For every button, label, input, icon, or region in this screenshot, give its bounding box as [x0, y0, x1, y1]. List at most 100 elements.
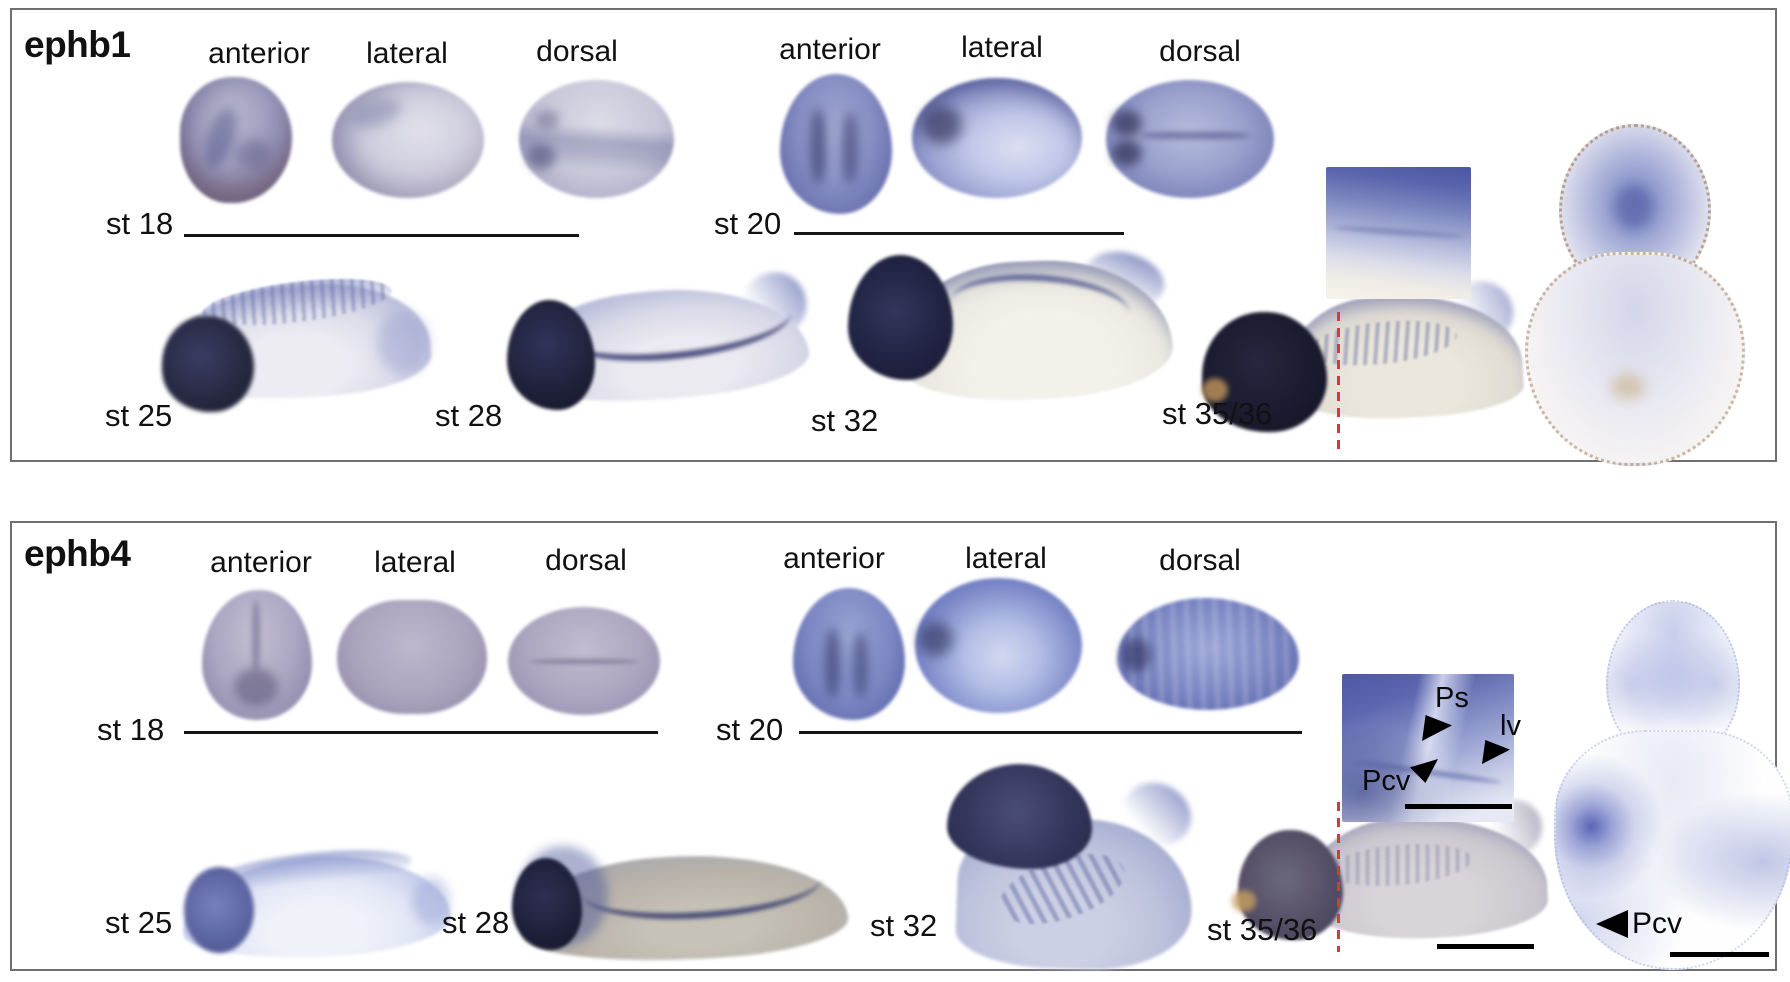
midline-groove: [1140, 132, 1250, 139]
stage-divider-line: [799, 731, 1302, 734]
blob: [337, 600, 487, 714]
panel-ephb1: ephb1 anterior lateral dorsal anterior l…: [10, 8, 1777, 466]
tail-stain: [412, 877, 450, 925]
section-photo-ephb4: [1554, 600, 1790, 970]
stain-spot: [922, 106, 962, 144]
view-header-lateral-st20: lateral: [961, 31, 1043, 64]
stain-streak: [236, 139, 270, 169]
head-stain: [162, 316, 254, 412]
section-body: [1554, 730, 1790, 970]
embryo-photo-ephb1-st28: [507, 260, 819, 424]
stage-label-st32: st 32: [870, 908, 938, 943]
embryo-photo-ephb4-st20-lateral: [915, 578, 1082, 713]
embryo-photo-ephb4-st20-dorsal: [1117, 598, 1299, 710]
stain-spot: [1112, 110, 1142, 136]
stage-label-st32: st 32: [811, 403, 879, 438]
section-annotation-pcv: Pcv: [1596, 907, 1682, 941]
stain-spot: [1121, 638, 1151, 672]
stain-spot: [535, 110, 559, 130]
embryo-photo-ephb4-st28: [512, 840, 851, 982]
stain-spot: [234, 668, 278, 706]
blob: [180, 77, 292, 203]
embryo-photo-ephb4-st18-anterior: [202, 590, 312, 720]
embryo-photo-ephb1-st20-dorsal: [1106, 80, 1274, 198]
view-header-dorsal-st20: dorsal: [1159, 544, 1241, 577]
stage-label-st20: st 20: [714, 206, 782, 241]
midline-crease: [530, 659, 638, 664]
stain-spot: [527, 144, 555, 170]
embryo-photo-ephb1-st25: [158, 270, 434, 419]
embryo-photo-ephb4-st25: [179, 842, 453, 969]
inset-label-pcv: Pcv: [1362, 765, 1411, 797]
stain-spot: [1112, 140, 1142, 166]
stage-label-st18: st 18: [106, 206, 174, 241]
inset-magnified-photo: [1326, 167, 1471, 299]
section-annotation-label: Pcv: [1632, 907, 1683, 940]
stage-label-st20: st 20: [716, 712, 784, 747]
section-head: [1606, 600, 1740, 754]
embryo-photo-ephb1-st20-lateral: [912, 78, 1082, 198]
tail-stain: [377, 312, 429, 374]
blob: [793, 588, 905, 720]
neural-fold-stain: [810, 108, 826, 184]
head: [1238, 830, 1343, 940]
embryo-photo-ephb1-st18-lateral: [332, 82, 484, 198]
head-stain: [947, 764, 1092, 869]
section-photo-ephb1: [1519, 124, 1745, 466]
stain-spot: [919, 622, 953, 656]
embryo-photo-ephb1-st35-36: [1202, 269, 1526, 438]
neural-fold-stain: [825, 628, 840, 698]
head-stain: [184, 867, 254, 953]
panel-ephb4: ephb4 anterior lateral dorsal anterior l…: [10, 521, 1790, 974]
neural-tube-stain: [1614, 184, 1654, 230]
blob: [332, 82, 484, 198]
view-header-lateral-st20: lateral: [965, 542, 1047, 575]
section-plane-dashed-line: [1337, 802, 1340, 952]
neural-cleft: [252, 600, 260, 672]
gene-label-ephb1: ephb1: [24, 24, 131, 65]
stage-label-st35-36: st 35/36: [1207, 912, 1318, 947]
gut-pigment: [1611, 374, 1645, 400]
embryo-photo-ephb4-st18-dorsal: [508, 607, 660, 715]
view-header-dorsal-st20: dorsal: [1159, 35, 1241, 68]
section-body: [1525, 252, 1745, 466]
embryo-photo-ephb4-st32: [937, 764, 1202, 974]
embryo-photo-ephb4-st20-anterior: [793, 588, 905, 720]
scale-bar-embryo: [1437, 944, 1534, 949]
stage-divider-line: [184, 234, 579, 237]
arrowhead-left-icon: [1596, 910, 1628, 938]
blob: [519, 80, 674, 198]
view-header-dorsal-st18: dorsal: [536, 35, 618, 68]
inset-label-ps: Ps: [1435, 682, 1469, 714]
vessel-line: [1333, 224, 1465, 240]
neural-fold-stain: [853, 632, 868, 698]
view-header-anterior-st20: anterior: [779, 33, 881, 66]
view-header-dorsal-st18: dorsal: [545, 544, 627, 577]
scale-bar-section: [1670, 952, 1769, 957]
view-header-lateral-st18: lateral: [366, 37, 448, 70]
neural-fold-stain: [842, 112, 858, 184]
stage-label-st28: st 28: [442, 905, 510, 940]
embryo-photo-ephb1-st20-anterior: [780, 74, 892, 214]
gene-label-ephb4: ephb4: [24, 533, 131, 574]
blob: [1106, 80, 1274, 198]
scale-bar-inset: [1405, 804, 1512, 809]
view-header-anterior-st20: anterior: [783, 542, 885, 575]
cement-gland: [1202, 378, 1228, 402]
inset-label-lv: lv: [1500, 710, 1521, 742]
embryo-photo-ephb4-st35-36: [1232, 789, 1553, 962]
stage-label-st25: st 25: [105, 905, 173, 940]
embryo-photo-ephb1-st18-dorsal: [519, 80, 674, 198]
head-stain: [512, 858, 582, 950]
embryo-photo-ephb1-st18-anterior: [180, 77, 292, 203]
cement-gland: [1232, 890, 1256, 912]
stage-label-st35-36: st 35/36: [1162, 396, 1273, 431]
section-plane-dashed-line: [1337, 312, 1340, 452]
embryo-photo-ephb1-st32: [840, 242, 1175, 407]
head-stain: [1202, 312, 1327, 432]
stage-label-st25: st 25: [105, 398, 173, 433]
midline-groove: [830, 104, 838, 184]
head-stain: [848, 255, 953, 380]
stage-label-st18: st 18: [97, 712, 165, 747]
